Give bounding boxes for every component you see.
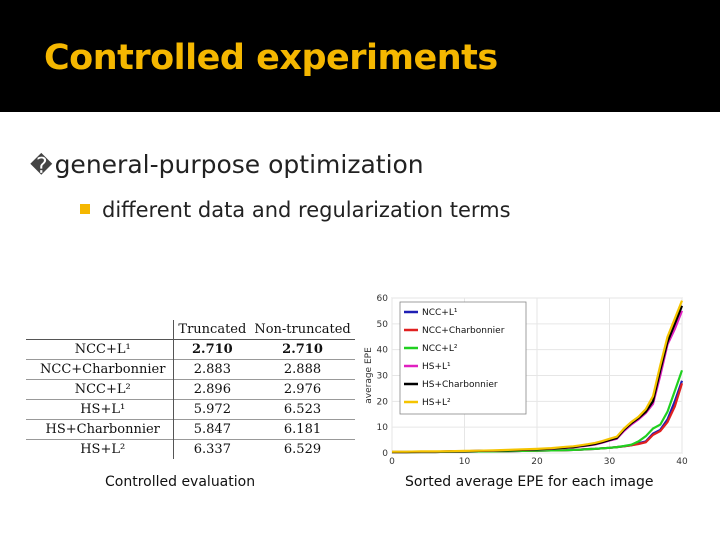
table-row: HS+L² 6.337 6.529: [26, 439, 355, 459]
legend-label: NCC+L²: [422, 344, 458, 354]
table-cell-method: HS+L¹: [26, 399, 175, 420]
title-bar: Controlled experiments: [0, 0, 720, 112]
x-tick-label: 40: [676, 457, 688, 467]
y-tick-label: 30: [377, 372, 389, 382]
y-tick-label: 0: [382, 449, 388, 459]
table-row: HS+L¹ 5.972 6.523: [26, 399, 355, 420]
series-line-5: [392, 300, 684, 453]
results-table: Truncated Non-truncated NCC+L¹ 2.710 2.7…: [26, 320, 355, 459]
x-tick-label: 10: [459, 457, 471, 467]
table-header-row: Truncated Non-truncated: [26, 320, 355, 340]
table-cell-method: NCC+L¹: [26, 339, 175, 360]
table-header-non-truncated: Non-truncated: [250, 320, 355, 340]
x-tick-label: 30: [604, 457, 616, 467]
table-cell-method: HS+Charbonnier: [26, 419, 175, 440]
table-header-method: [26, 320, 175, 340]
table-cell-method: NCC+L²: [26, 379, 175, 400]
y-tick-label: 60: [377, 294, 389, 304]
y-tick-label: 10: [377, 423, 389, 433]
caption-controlled-evaluation: Controlled evaluation: [105, 474, 256, 490]
table-row: NCC+L² 2.896 2.976: [26, 379, 355, 400]
slide-title: Controlled experiments: [44, 38, 498, 78]
table-row: NCC+L¹ 2.710 2.710: [26, 339, 355, 360]
table-cell-non-truncated: 2.888: [250, 359, 355, 380]
table-cell-non-truncated: 2.710: [282, 342, 323, 357]
table-header-truncated: Truncated: [173, 320, 251, 340]
table-row: NCC+Charbonnier 2.883 2.888: [26, 359, 355, 380]
table-cell-truncated: 2.896: [173, 379, 251, 400]
legend-label: HS+L¹: [422, 362, 451, 372]
caption-sorted-epe: Sorted average EPE for each image: [405, 474, 654, 490]
table-cell-non-truncated: 2.976: [250, 379, 355, 400]
table-cell-truncated: 5.972: [173, 399, 251, 420]
bullet-general-purpose: �general-purpose optimization: [30, 150, 424, 179]
table-cell-truncated: 2.883: [173, 359, 251, 380]
table-cell-truncated: 2.710: [192, 342, 233, 357]
table-cell-truncated: 5.847: [173, 419, 251, 440]
y-axis-label: average EPE: [364, 347, 374, 404]
bullet-glyph: �: [30, 154, 53, 179]
sub-bullet-data-terms: different data and regularization terms: [80, 198, 511, 222]
y-tick-label: 50: [377, 320, 389, 330]
legend-label: HS+Charbonnier: [422, 380, 498, 390]
table-cell-truncated: 6.337: [173, 439, 251, 459]
table-row: HS+Charbonnier 5.847 6.181: [26, 419, 355, 440]
table-cell-non-truncated: 6.529: [250, 439, 355, 459]
x-tick-label: 0: [389, 457, 395, 467]
bullet-text: general-purpose optimization: [54, 150, 424, 179]
table-cell-non-truncated: 6.181: [250, 419, 355, 440]
sub-bullet-text: different data and regularization terms: [102, 198, 511, 222]
table-cell-method: NCC+Charbonnier: [26, 359, 175, 380]
y-tick-label: 20: [377, 397, 389, 407]
legend-label: HS+L²: [422, 398, 451, 408]
table-cell-non-truncated: 6.523: [250, 399, 355, 420]
legend-label: NCC+Charbonnier: [422, 326, 505, 336]
y-tick-label: 40: [377, 346, 389, 356]
chart-legend: NCC+L¹ NCC+Charbonnier NCC+L² HS+L¹ HS+Charb…: [399, 301, 527, 415]
x-tick-label: 20: [531, 457, 543, 467]
table-cell-method: HS+L²: [26, 439, 175, 459]
legend-box: [399, 301, 527, 415]
chart-plot-area: [392, 300, 684, 454]
square-bullet-icon: [80, 204, 90, 214]
legend-label: NCC+L¹: [422, 308, 458, 318]
